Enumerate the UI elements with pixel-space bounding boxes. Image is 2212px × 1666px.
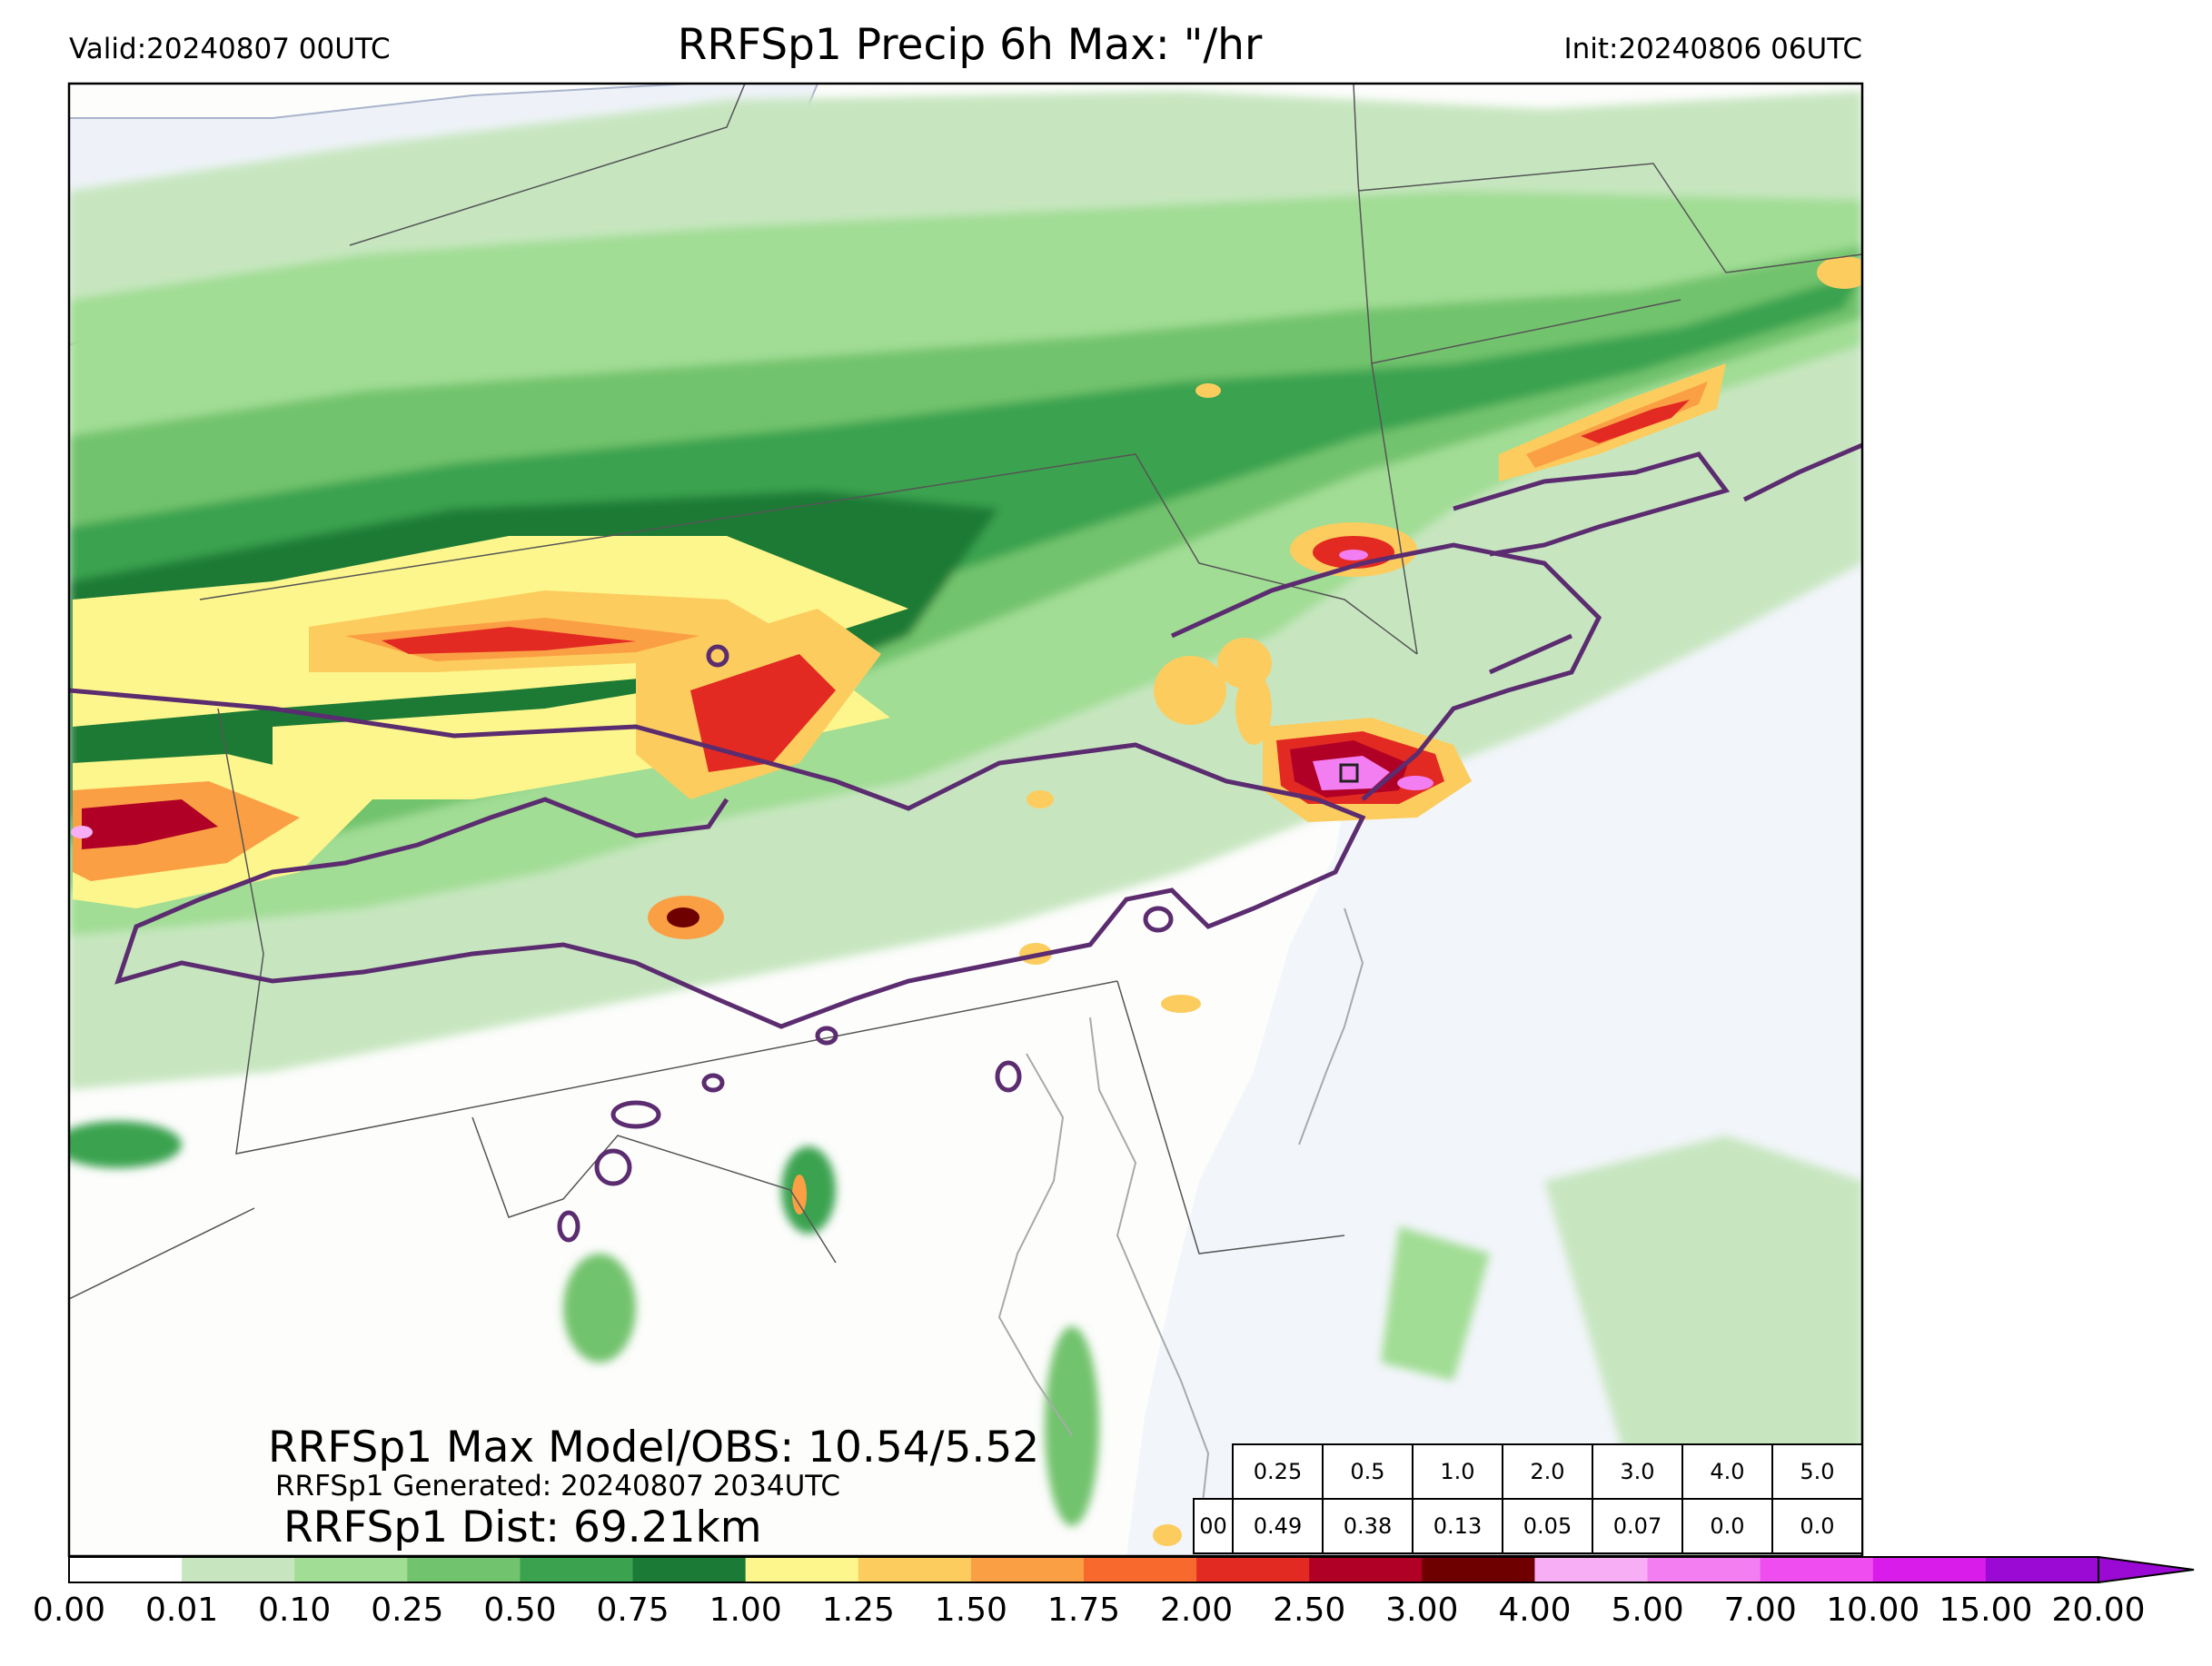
colorbar-cell: [520, 1557, 634, 1582]
colorbar-tick-label: 1.00: [709, 1592, 782, 1629]
max-location-marker: [1339, 763, 1359, 783]
obs-contours: [69, 442, 1862, 1243]
map-title: RRFSp1 Precip 6h Max: "/hr: [677, 20, 1263, 70]
colorbar-cell: [1084, 1557, 1197, 1582]
colorbar-tick-label: 0.50: [483, 1592, 557, 1629]
threshold-corner-cell: [1194, 1444, 1234, 1500]
threshold-cell: 5.0: [1771, 1443, 1863, 1500]
colorbar-tick-label: 5.00: [1611, 1592, 1684, 1629]
max-model-obs-label: RRFSp1 Max Model/OBS: 10.54/5.52: [268, 1423, 1040, 1473]
colorbar-cell: [1534, 1557, 1649, 1582]
distance-label: RRFSp1 Dist: 69.21km: [283, 1502, 762, 1552]
colorbar-tick-label: 1.25: [821, 1592, 895, 1629]
init-time-label: Init:20240806 06UTC: [1563, 33, 1862, 65]
colorbar-cell: [745, 1557, 859, 1582]
colorbar-tick-label: 0.01: [145, 1592, 219, 1629]
threshold-cell: 0.25: [1232, 1443, 1324, 1500]
threshold-table: 0.25 0.5 1.0 2.0 3.0 4.0 5.0 00 0.49 0.3…: [1193, 1443, 1863, 1554]
score-cell: 0.49: [1232, 1498, 1324, 1554]
score-row-label: 00: [1193, 1498, 1234, 1554]
colorbar-frame: [68, 1556, 2099, 1583]
colorbar-cell: [1985, 1557, 2099, 1582]
threshold-cell: 0.5: [1322, 1443, 1413, 1500]
threshold-cell: 1.0: [1412, 1443, 1503, 1500]
colorbar-cell: [970, 1557, 1085, 1582]
colorbar-tick-label: 2.50: [1273, 1592, 1346, 1629]
score-cell: 0.05: [1502, 1498, 1593, 1554]
score-cell: 0.0: [1681, 1498, 1773, 1554]
colorbar-tick-label: 1.75: [1046, 1592, 1121, 1629]
threshold-row: 0.25 0.5 1.0 2.0 3.0 4.0 5.0: [1194, 1443, 1863, 1500]
colorbar-tick-label: 20.00: [2051, 1592, 2146, 1629]
colorbar: [68, 1555, 2195, 1584]
colorbar-tick-label: 3.00: [1385, 1592, 1459, 1629]
colorbar-cell: [1647, 1557, 1761, 1582]
colorbar-cell: [632, 1557, 747, 1582]
colorbar-tick-label: 10.00: [1826, 1592, 1920, 1629]
colorbar-tick-label: 15.00: [1939, 1592, 2033, 1629]
heavy-precip-cores: [71, 256, 1862, 1546]
score-row: 00 0.49 0.38 0.13 0.05 0.07 0.0 0.0: [1193, 1498, 1863, 1554]
score-cell: 0.38: [1322, 1498, 1413, 1554]
threshold-cell: 2.0: [1502, 1443, 1593, 1500]
valid-time-label: Valid:20240807 00UTC: [69, 33, 391, 65]
colorbar-tick-label: 4.00: [1498, 1592, 1572, 1629]
colorbar-tick-label: 0.10: [258, 1592, 332, 1629]
colorbar-cell: [1422, 1557, 1535, 1582]
colorbar-tick-label: 2.00: [1160, 1592, 1234, 1629]
colorbar-tick-label: 0.25: [371, 1592, 444, 1629]
colorbar-cell: [1872, 1557, 1987, 1582]
colorbar-tick-label: 0.75: [596, 1592, 670, 1629]
generated-label: RRFSp1 Generated: 20240807 2034UTC: [275, 1470, 841, 1502]
score-cell: 0.07: [1592, 1498, 1683, 1554]
colorbar-tick-label: 0.00: [32, 1592, 106, 1629]
colorbar-cell: [294, 1557, 408, 1582]
colorbar-tick-label: 1.50: [934, 1592, 1007, 1629]
coastlines: [997, 907, 1364, 1536]
colorbar-extend-arrow: [2098, 1555, 2195, 1584]
colorbar-cell: [1760, 1557, 1874, 1582]
score-cell: 0.13: [1412, 1498, 1503, 1554]
score-cell: 0.0: [1771, 1498, 1863, 1554]
state-borders: [69, 84, 1862, 1300]
threshold-cell: 4.0: [1681, 1443, 1773, 1500]
colorbar-tick-label: 7.00: [1723, 1592, 1797, 1629]
colorbar-cell: [1196, 1557, 1310, 1582]
colorbar-cell: [69, 1557, 183, 1582]
threshold-cell: 3.0: [1592, 1443, 1683, 1500]
colorbar-cell: [858, 1557, 972, 1582]
colorbar-cell: [182, 1557, 295, 1582]
colorbar-cell: [407, 1557, 521, 1582]
colorbar-cell: [1309, 1557, 1423, 1582]
